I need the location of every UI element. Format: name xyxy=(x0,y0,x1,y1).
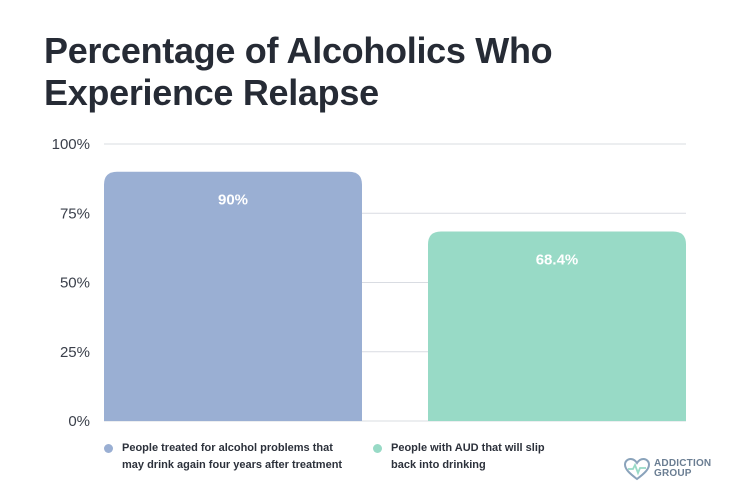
legend-label-aud-line2: back into drinking xyxy=(391,459,486,471)
logo-text-line1: ADDICTION xyxy=(654,458,712,469)
bars xyxy=(104,171,686,421)
y-axis-ticks: 0% 25% 50% 75% 100% xyxy=(52,136,90,430)
legend-swatch-aud xyxy=(373,444,382,453)
y-tick-label-0: 0% xyxy=(68,413,90,430)
y-tick-label-50: 50% xyxy=(60,275,90,292)
bar-value-label-1: 90% xyxy=(218,192,248,209)
chart-title: Percentage of Alcoholics Who Experience … xyxy=(44,30,553,113)
legend-label-treated-line2: may drink again four years after treatme… xyxy=(122,459,343,471)
legend-item-aud: People with AUD that will slip back into… xyxy=(373,440,545,474)
y-tick-label-75: 75% xyxy=(60,205,90,222)
legend-item-treated: People treated for alcohol problems that… xyxy=(104,440,342,474)
bar-value-labels: 90% 68.4% xyxy=(218,192,578,269)
bar-1 xyxy=(104,171,362,421)
legend-label-treated-line1: People treated for alcohol problems that xyxy=(122,442,333,454)
bar-chart: 0% 25% 50% 75% 100% 90% 68.4% xyxy=(52,136,686,430)
y-tick-label-25: 25% xyxy=(60,344,90,361)
legend-label-aud-line1: People with AUD that will slip xyxy=(391,442,545,454)
legend-swatch-treated xyxy=(104,444,113,453)
y-tick-label-100: 100% xyxy=(52,136,90,153)
addiction-group-logo: ADDICTION GROUP xyxy=(623,457,711,481)
legend: People treated for alcohol problems that… xyxy=(0,440,730,480)
bar-value-label-2: 68.4% xyxy=(536,252,579,269)
heart-pulse-icon xyxy=(623,457,651,481)
bar-2 xyxy=(428,231,686,421)
logo-text-line2: GROUP xyxy=(654,468,692,479)
